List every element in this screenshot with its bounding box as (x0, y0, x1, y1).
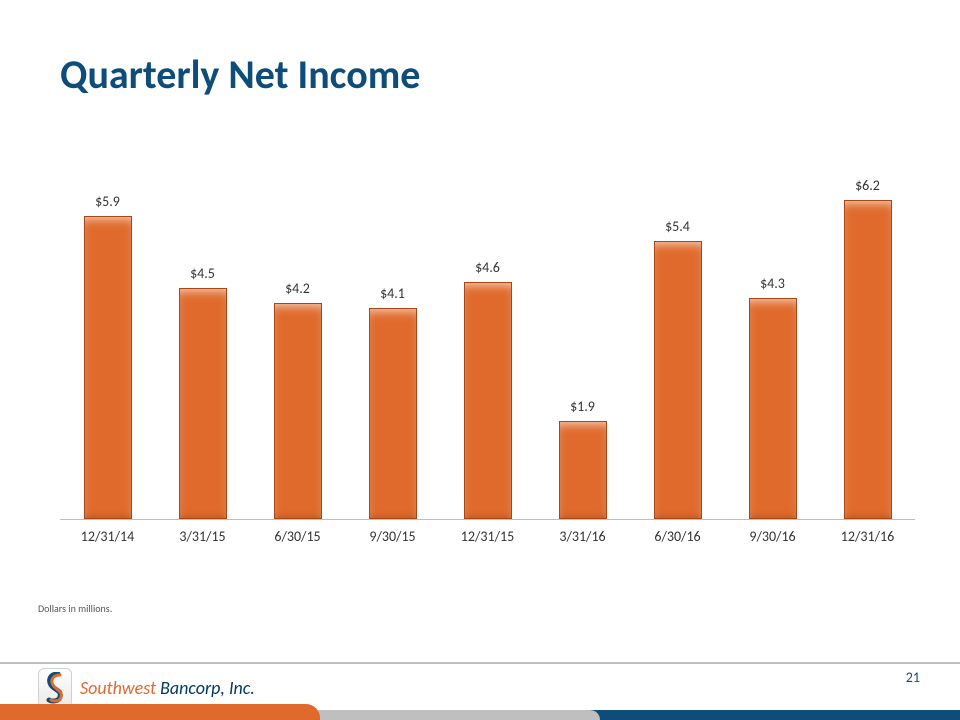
bar-slot: $5.9 (60, 193, 155, 519)
chart-plot: $5.9 $4.5$4.2$4.1$4.6 $1.9 $5.4 $4.3 $6.2 (60, 160, 915, 520)
footnote: Dollars in millions. (38, 602, 112, 615)
x-axis-label: 3/31/16 (535, 528, 630, 545)
bar-value-label: $4.2 (250, 280, 345, 297)
x-axis-label: 12/31/15 (440, 528, 535, 545)
bar (749, 298, 797, 519)
bar (274, 303, 322, 519)
x-axis-label: 6/30/16 (630, 528, 725, 545)
bar-value-label: $4.5 (155, 265, 250, 282)
bar (369, 308, 417, 519)
bar (844, 200, 892, 519)
bar-slot: $4.1 (345, 285, 440, 519)
footer: Southwest Bancorp, Inc. (0, 662, 960, 720)
bar-slot: $4.3 (725, 275, 820, 519)
x-axis-label: 12/31/16 (820, 528, 915, 545)
x-axis-label: 3/31/15 (155, 528, 250, 545)
bar-slot: $1.9 (535, 398, 630, 519)
company-logo: Southwest Bancorp, Inc. (38, 668, 255, 708)
bar-value-label: $4.6 (440, 259, 535, 276)
bar-value-label: $5.4 (630, 218, 725, 235)
footer-stripe-orange (0, 704, 320, 720)
x-axis-label: 6/30/15 (250, 528, 345, 545)
bar-slot: $4.2 (250, 280, 345, 519)
company-name: Southwest Bancorp, Inc. (80, 677, 255, 699)
bar (84, 216, 132, 519)
bar-slot: $4.5 (155, 265, 250, 519)
bar-chart: $5.9 $4.5$4.2$4.1$4.6 $1.9 $5.4 $4.3 $6.2 12/… (60, 160, 915, 560)
bar (179, 288, 227, 519)
bar (464, 282, 512, 519)
bar-slot: $5.4 (630, 218, 725, 519)
logo-mark-icon (38, 668, 72, 708)
bar (654, 241, 702, 519)
bar-value-label: $1.9 (535, 398, 630, 415)
bar-slot: $6.2 (820, 177, 915, 519)
slide: { "title": { "text": "Quarterly Net Inco… (0, 0, 960, 720)
slide-title: Quarterly Net Income (60, 50, 420, 99)
x-axis-label: 9/30/16 (725, 528, 820, 545)
footer-divider (0, 662, 960, 664)
chart-x-axis: 12/31/143/31/156/30/159/30/1512/31/153/3… (60, 528, 915, 558)
bar-value-label: $6.2 (820, 177, 915, 194)
x-axis-label: 9/30/15 (345, 528, 440, 545)
bar (559, 421, 607, 519)
bar-value-label: $5.9 (60, 193, 155, 210)
bar-value-label: $4.1 (345, 285, 440, 302)
bar-slot: $4.6 (440, 259, 535, 519)
company-name-prefix: Southwest (80, 677, 160, 699)
bar-value-label: $4.3 (725, 275, 820, 292)
company-name-suffix: Bancorp, Inc. (160, 677, 255, 699)
x-axis-label: 12/31/14 (60, 528, 155, 545)
